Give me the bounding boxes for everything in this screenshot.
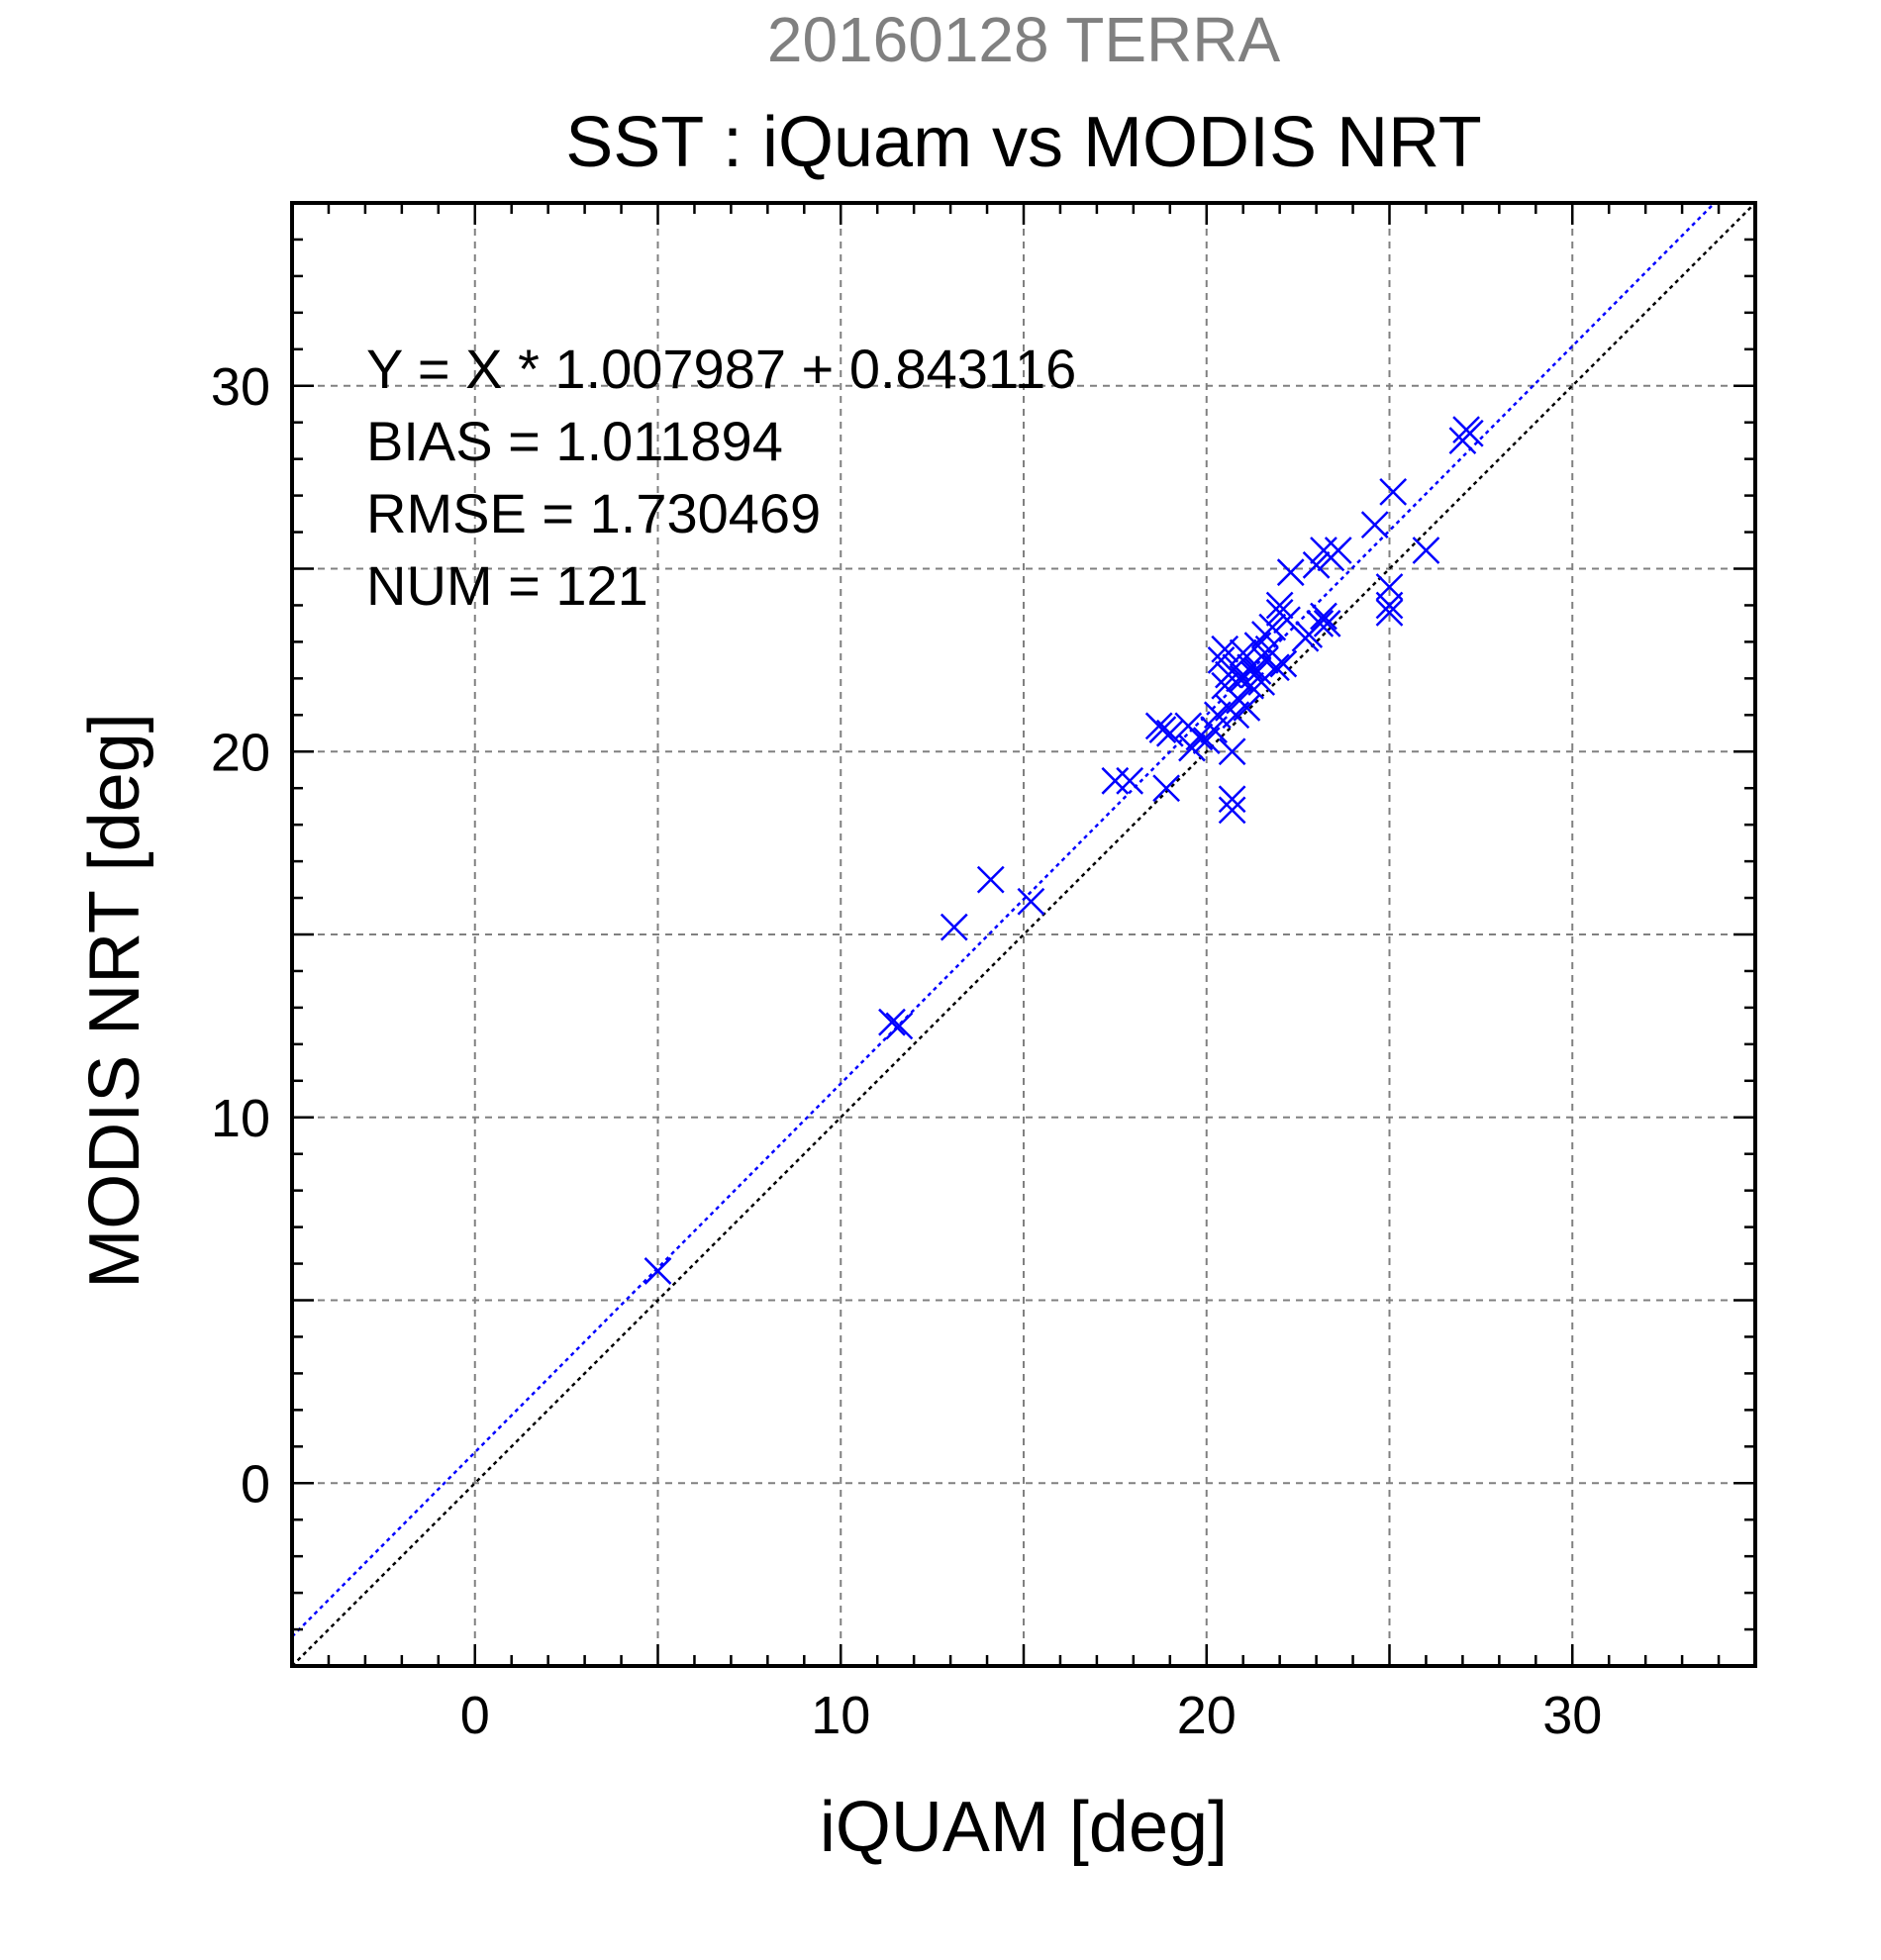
data-point-stroke [1237, 671, 1264, 700]
data-point [1148, 716, 1177, 743]
data-point [1360, 511, 1389, 539]
data-point-stroke [1302, 550, 1331, 579]
data-point [1306, 610, 1335, 637]
data-point [1218, 785, 1246, 814]
data-point-stroke [1324, 537, 1352, 564]
data-point-stroke [1116, 766, 1144, 795]
y-tick-label: 0 [241, 1454, 270, 1514]
y-tick-labels: 0 10 20 30 [211, 357, 270, 1515]
data-point-stroke [1269, 649, 1298, 678]
data-point [885, 1012, 914, 1040]
stats-rmse: RMSE = 1.730469 [366, 482, 821, 544]
data-point [1237, 671, 1264, 700]
stats-fit-equation: Y = X * 1.007987 + 0.843116 [366, 338, 1076, 400]
data-point-stroke [1148, 716, 1177, 743]
plot-frame [290, 201, 1757, 1668]
data-point [1229, 638, 1257, 667]
data-point [1375, 598, 1404, 627]
y-tick-label: 20 [211, 723, 270, 782]
data-point [1185, 723, 1214, 751]
stats-num: NUM = 121 [366, 554, 648, 617]
data-point [1324, 537, 1352, 564]
y-tick-label: 10 [211, 1089, 270, 1148]
data-point-stroke [1310, 602, 1337, 631]
data-point [1265, 591, 1294, 620]
data-point-stroke [1360, 511, 1389, 539]
data-points [644, 416, 1484, 1285]
data-point-stroke [1101, 766, 1130, 795]
data-point [940, 913, 968, 941]
data-point-stroke [644, 1257, 672, 1285]
data-point-stroke [1250, 645, 1279, 674]
x-tick-label: 10 [811, 1686, 870, 1745]
data-point [1211, 635, 1239, 663]
data-point [1455, 419, 1484, 447]
data-point-stroke [976, 865, 1005, 894]
data-point [1155, 719, 1184, 747]
data-point [976, 865, 1005, 894]
chart-supertitle: 20160128 TERRA [767, 4, 1281, 75]
data-point-stroke [940, 913, 968, 941]
data-point-stroke [1273, 606, 1301, 635]
data-point-stroke [1211, 635, 1239, 663]
data-point-stroke [1412, 537, 1440, 564]
data-point [1276, 558, 1305, 587]
chart-title: SST : iQuam vs MODIS NRT [565, 103, 1482, 182]
data-point-stroke [885, 1012, 914, 1040]
data-point [1375, 591, 1404, 620]
data-point-stroke [1152, 774, 1180, 803]
data-point-stroke [1218, 796, 1246, 825]
data-point-stroke [1254, 635, 1283, 663]
data-point [1302, 550, 1331, 579]
data-point [1101, 766, 1130, 795]
data-point-stroke [1265, 591, 1294, 620]
data-point-stroke [1379, 478, 1408, 506]
x-tick-label: 20 [1177, 1686, 1237, 1745]
data-point-stroke [1185, 723, 1214, 751]
data-point-stroke [878, 1008, 906, 1036]
data-point-stroke [1375, 598, 1404, 627]
data-point [1258, 613, 1287, 641]
data-point [1269, 649, 1298, 678]
data-point [1310, 602, 1337, 631]
data-point [1152, 774, 1180, 803]
data-point-stroke [1207, 645, 1236, 674]
data-point-stroke [1306, 610, 1335, 637]
data-point-stroke [1455, 419, 1484, 447]
data-point [1379, 478, 1408, 506]
data-point [1017, 887, 1045, 916]
data-point-stroke [1262, 653, 1290, 682]
data-point [1218, 737, 1246, 766]
x-tick-labels: 0 10 20 30 [460, 1686, 1603, 1745]
data-point-stroke [1017, 887, 1045, 916]
data-point [1116, 766, 1144, 795]
data-point-stroke [1258, 613, 1287, 641]
data-point-stroke [1375, 591, 1404, 620]
stats-block: Y = X * 1.007987 + 0.843116 BIAS = 1.011… [366, 338, 1076, 617]
x-axis-label: iQUAM [deg] [820, 1788, 1228, 1867]
x-tick-label: 0 [460, 1686, 490, 1745]
data-point-stroke [1218, 785, 1246, 814]
data-point-stroke [1313, 610, 1341, 637]
data-point [644, 1257, 672, 1285]
data-point [1313, 610, 1341, 637]
data-point-stroke [1229, 638, 1257, 667]
data-point [1218, 796, 1246, 825]
data-point [1262, 653, 1290, 682]
data-point-stroke [1155, 719, 1184, 747]
data-point [1412, 537, 1440, 564]
data-point [878, 1008, 906, 1036]
data-point-stroke [1276, 558, 1305, 587]
stats-bias: BIAS = 1.011894 [366, 410, 783, 472]
y-axis-label: MODIS NRT [deg] [75, 713, 154, 1289]
x-tick-label: 30 [1542, 1686, 1602, 1745]
data-point-stroke [1233, 694, 1261, 722]
y-tick-label: 30 [211, 357, 270, 417]
data-point-stroke [1218, 737, 1246, 766]
